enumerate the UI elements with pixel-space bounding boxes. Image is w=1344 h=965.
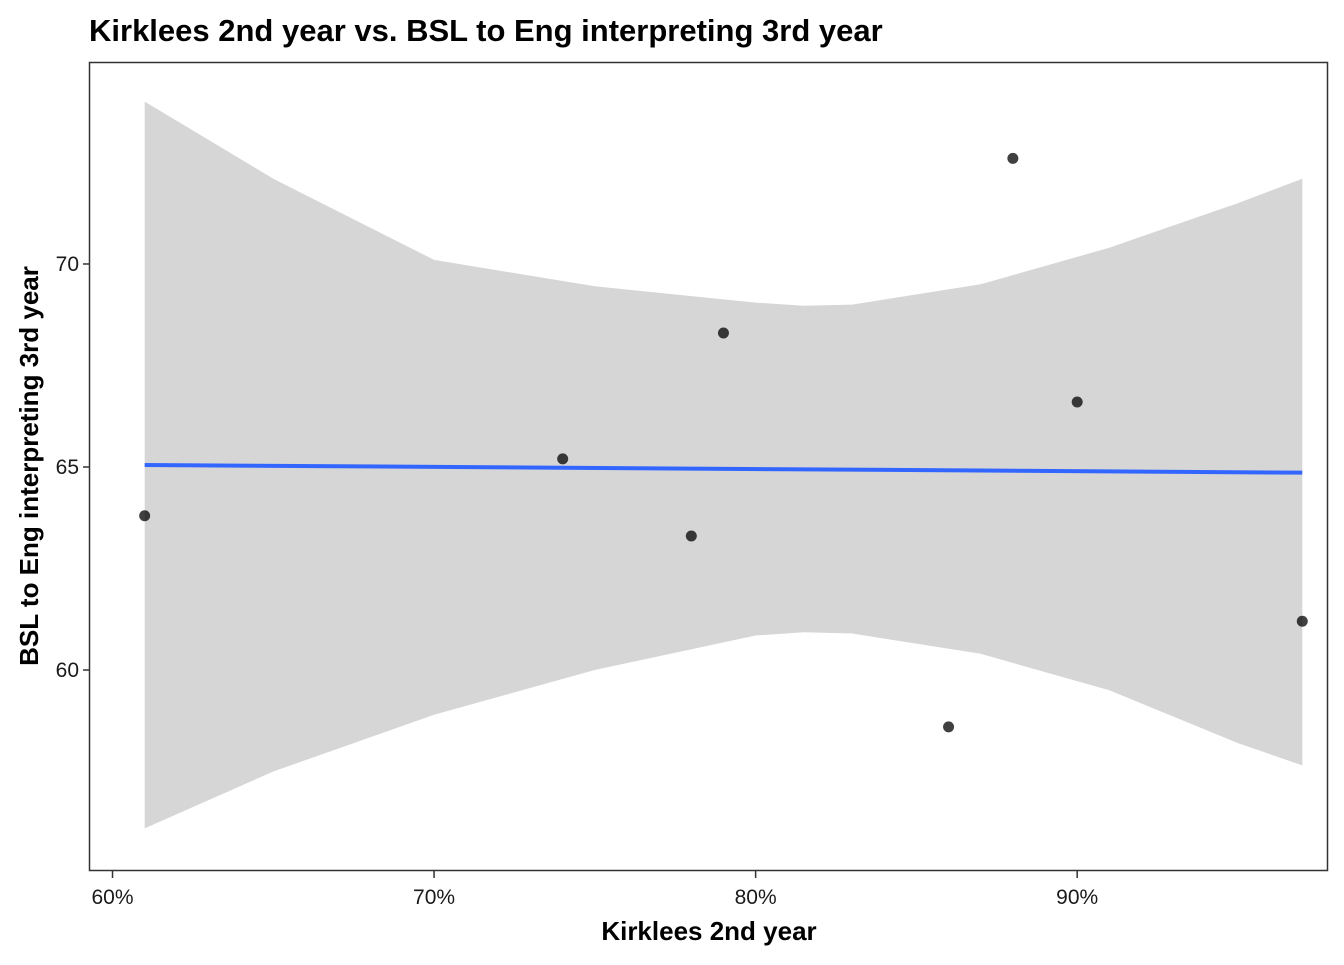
confidence-band-layer [144, 101, 1303, 829]
x-tick-label: 70% [413, 886, 455, 909]
x-axis-title: Kirklees 2nd year [601, 916, 816, 946]
trend-line [144, 462, 1303, 475]
data-point [717, 327, 729, 339]
y-axis-title: BSL to Eng interpreting 3rd year [14, 266, 44, 666]
y-tick-label: 70 [56, 253, 79, 276]
y-axis: 60 65 70 [56, 253, 90, 682]
trend-line-layer [144, 462, 1303, 475]
data-point [685, 530, 697, 542]
data-point [139, 510, 151, 522]
panel-border [88, 61, 1329, 872]
x-axis: 60% 70% 80% 90% [91, 871, 1098, 909]
x-tick-label: 80% [735, 886, 777, 909]
x-tick-label: 60% [91, 886, 133, 909]
data-point [557, 453, 569, 465]
data-point [1296, 615, 1308, 627]
chart-title: Kirklees 2nd year vs. BSL to Eng interpr… [89, 13, 883, 48]
x-tick-label: 90% [1056, 886, 1098, 909]
y-tick-label: 65 [56, 456, 79, 479]
data-point [943, 721, 955, 733]
y-tick-label: 60 [56, 659, 79, 682]
data-point [1071, 396, 1083, 408]
confidence-band [144, 101, 1303, 829]
data-point [1007, 152, 1019, 164]
data-points-layer [139, 152, 1308, 733]
